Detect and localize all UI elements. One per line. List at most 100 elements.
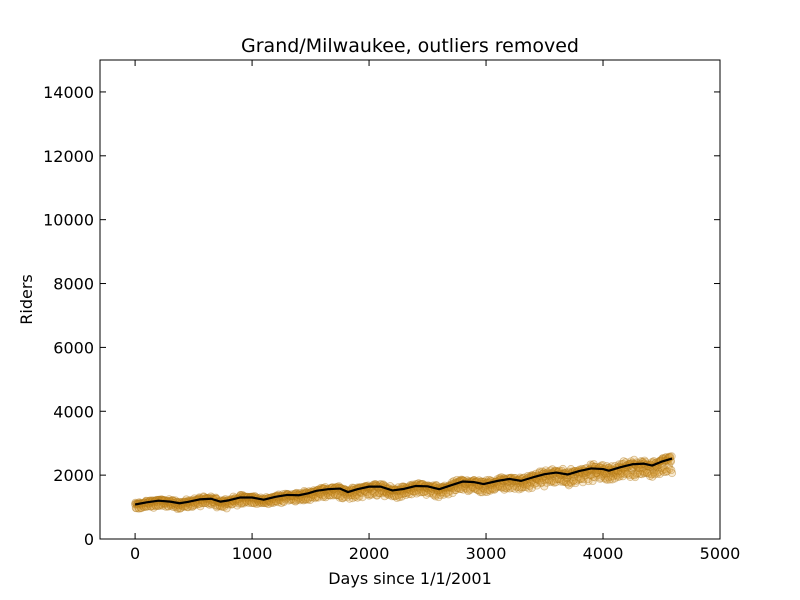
scatter-point [532,479,541,488]
scatter-point [491,484,500,493]
scatter-point [483,485,492,494]
scatter-point [154,501,163,510]
scatter-point [559,477,568,486]
scatter-point [405,490,414,499]
scatter-point [424,488,433,497]
scatter-point [451,486,460,495]
scatter-point [419,488,428,497]
scatter-point [637,470,646,479]
scatter-point [355,492,364,501]
scatter-point [530,479,539,488]
scatter-points [131,452,677,514]
scatter-point [643,468,652,477]
scatter-point [652,466,661,475]
scatter-point [540,482,549,491]
scatter-point [422,490,431,499]
scatter-point [222,504,231,513]
scatter-point [173,505,182,514]
scatter-point [503,482,512,491]
y-tick-label: 4000 [53,402,94,421]
scatter-point [623,469,632,478]
scatter-point [207,500,216,509]
scatter-point [358,493,367,502]
scatter-point [238,498,247,507]
scatter-point [292,496,301,505]
scatter-point [620,469,629,478]
scatter-point [320,491,329,500]
scatter-point [350,491,359,500]
scatter-point [326,491,335,500]
scatter-point [552,475,561,484]
x-tick-label: 4000 [583,544,624,563]
scatter-point [299,496,308,505]
scatter-point [220,502,229,511]
scatter-point [174,503,183,512]
scatter-point [621,466,630,475]
scatter-point [492,483,501,492]
scatter-point [338,494,347,503]
scatter-point [383,489,392,498]
scatter-point [645,469,654,478]
scatter-point [397,492,406,501]
scatter-point [493,482,502,491]
scatter-point [641,468,650,477]
scatter-point [227,500,236,509]
scatter-point [606,472,615,481]
y-tick-label: 12000 [43,147,94,166]
scatter-point [658,466,667,475]
y-tick-label: 0 [84,530,94,549]
scatter-point [598,472,607,481]
scatter-point [306,495,315,504]
scatter-point [469,483,478,492]
scatter-point [389,491,398,500]
scatter-point [517,484,526,493]
scatter-point [500,483,509,492]
scatter-point [345,494,354,503]
scatter-point [574,475,583,484]
scatter-point [161,502,170,511]
scatter-point [599,470,608,479]
scatter-point [556,477,565,486]
scatter-point [432,490,441,499]
scatter-point [164,502,173,511]
x-tick-label: 3000 [466,544,507,563]
scatter-point [247,498,256,507]
scatter-point [635,466,644,475]
scatter-point [156,501,165,510]
scatter-point [618,469,627,478]
scatter-point [311,494,320,503]
scatter-point [217,502,226,511]
scatter-point [633,468,642,477]
scatter-point [431,492,440,501]
scatter-point [564,481,573,490]
scatter-point [640,469,649,478]
scatter-point [461,484,470,493]
scatter-point [488,485,497,494]
scatter-point [188,501,197,510]
scatter-point [436,490,445,499]
scatter-point [266,499,275,508]
scatter-point [510,481,519,490]
scatter-point [586,471,595,480]
scatter-point [284,496,293,505]
scatter-point [387,492,396,501]
scatter-point [473,485,482,494]
scatter-point [546,478,555,487]
scatter-point [196,502,205,511]
scatter-point [480,485,489,494]
scatter-point [402,491,411,500]
scatter-point [631,473,640,482]
scatter-point [544,475,553,484]
scatter-point [458,482,467,491]
scatter-point [486,486,495,495]
scatter-point [250,499,259,508]
scatter-point [589,472,598,481]
scatter-point [321,493,330,502]
scatter-point [152,502,161,511]
scatter-point [335,493,344,502]
scatter-point [451,485,460,494]
scatter-point [650,470,659,479]
scatter-point [188,502,197,511]
scatter-point [590,469,599,478]
